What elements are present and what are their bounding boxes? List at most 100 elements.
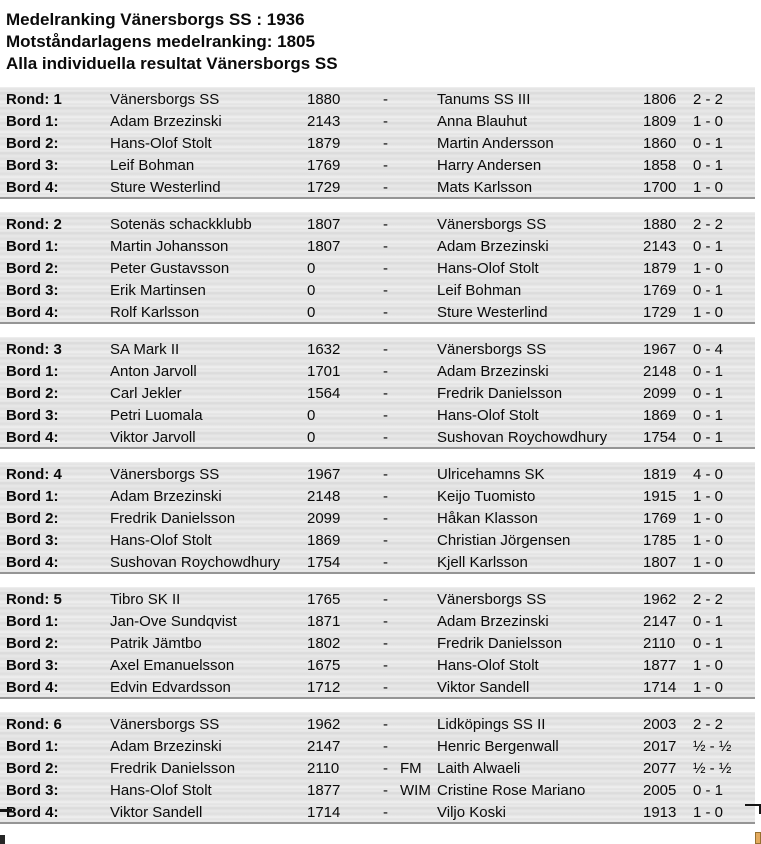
away-team-rating: 1819 [643,466,677,483]
vs-dash: - [383,157,388,174]
white-player-name: Adam Brzezinski [110,738,222,755]
round-block-4: Rond: 4 Vänersborgs SS 1967 - Ulricehamns SK… [0,462,755,574]
black-player-rating: 1809 [643,113,677,130]
vs-dash: - [383,260,388,277]
white-player-name: Hans-Olof Stolt [110,532,212,549]
black-player-name: Cristine Rose Mariano [437,782,586,799]
away-team-name: Vänersborgs SS [437,591,547,608]
black-player-rating: 2147 [643,613,677,630]
white-player-rating: 0 [307,260,316,277]
white-player-name: Sture Westerlind [110,179,221,196]
vs-dash: - [383,657,388,674]
black-player-rating: 1913 [643,804,677,821]
board-result: 0 - 1 [693,635,724,652]
round-block-5: Rond: 5 Tibro SK II 1765 - Vänersborgs SS 196… [0,587,755,699]
vs-dash: - [383,304,388,321]
board-result: 1 - 0 [693,260,724,277]
board-result: 1 - 0 [693,532,724,549]
board-label: Bord 4: [6,179,59,196]
white-player-name: Adam Brzezinski [110,113,222,130]
white-player-name: Viktor Sandell [110,804,203,821]
white-player-rating: 1729 [307,179,341,196]
white-player-rating: 1754 [307,554,341,571]
board-label: Bord 1: [6,488,59,505]
round-block-2: Rond: 2 Sotenäs schackklubb 1807 - Vänersbor… [0,212,755,324]
round-header-row: Rond: 6 Vänersborgs SS 1962 - Lidköpings SS … [0,714,755,736]
board-row: Bord 4: Sture Westerlind 1729 - Mats Karlsso… [0,177,755,199]
away-team-name: Tanums SS III [437,91,531,108]
black-player-name: Keijo Tuomisto [437,488,536,505]
white-player-name: Axel Emanuelsson [110,657,235,674]
rounds-list: Rond: 1 Vänersborgs SS 1880 - Tanums SS III 1… [0,87,761,824]
board-label: Bord 1: [6,238,59,255]
home-team-name: SA Mark II [110,341,180,358]
round-header-row: Rond: 2 Sotenäs schackklubb 1807 - Vänersbor… [0,214,755,236]
home-team-rating: 1632 [307,341,341,358]
away-team-rating: 1967 [643,341,677,358]
board-label: Bord 2: [6,635,59,652]
black-player-name: Sushovan Roychowdhury [437,429,608,446]
black-player-name: Hans-Olof Stolt [437,407,539,424]
selection-corner-artifact [745,804,761,814]
round-label: Rond: 2 [6,216,62,233]
white-player-name: Hans-Olof Stolt [110,782,212,799]
vs-dash: - [383,716,388,733]
black-player-rating: 2005 [643,782,677,799]
away-team-name: Ulricehamns SK [437,466,545,483]
vs-dash: - [383,135,388,152]
match-score: 4 - 0 [693,466,724,483]
vs-dash: - [383,282,388,299]
black-player-rating: 1714 [643,679,677,696]
vs-dash: - [383,488,388,505]
white-player-name: Carl Jekler [110,385,182,402]
board-result: 1 - 0 [693,488,724,505]
white-player-name: Adam Brzezinski [110,488,222,505]
vs-dash: - [383,238,388,255]
board-row: Bord 4: Viktor Jarvoll 0 - Sushovan Roychowd… [0,427,755,449]
home-team-rating: 1880 [307,91,341,108]
home-team-rating: 1765 [307,591,341,608]
black-player-rating: 1754 [643,429,677,446]
black-player-name: Hans-Olof Stolt [437,657,539,674]
vs-dash: - [383,510,388,527]
black-player-name: Anna Blauhut [437,113,528,130]
white-player-rating: 2110 [307,760,340,777]
white-player-name: Petri Luomala [110,407,203,424]
black-player-name: Harry Andersen [437,157,542,174]
vs-dash: - [383,113,388,130]
board-label: Bord 1: [6,113,59,130]
black-player-rating: 1729 [643,304,677,321]
board-result: 0 - 1 [693,363,724,380]
black-player-name: Henric Bergenwall [437,738,559,755]
black-player-name: Fredrik Danielsson [437,635,563,652]
round-header-row: Rond: 4 Vänersborgs SS 1967 - Ulricehamns SK… [0,464,755,486]
away-team-name: Vänersborgs SS [437,341,547,358]
vs-dash: - [383,429,388,446]
vs-dash: - [383,760,388,777]
round-block-3: Rond: 3 SA Mark II 1632 - Vänersborgs SS 1967… [0,337,755,449]
board-label: Bord 2: [6,260,59,277]
home-team-name: Sotenäs schackklubb [110,216,252,233]
board-result: 0 - 1 [693,282,724,299]
vs-dash: - [383,613,388,630]
board-result: 1 - 0 [693,510,724,527]
away-team-rating: 1880 [643,216,677,233]
edge-tick-artifact [0,809,12,812]
away-team-name: Lidköpings SS II [437,716,546,733]
board-result: 0 - 1 [693,407,724,424]
round-label: Rond: 5 [6,591,62,608]
board-label: Bord 4: [6,679,59,696]
board-row: Bord 1: Jan-Ove Sundqvist 1871 - Adam Brzezi… [0,611,755,633]
vs-dash: - [383,738,388,755]
opponents-avg-ranking-line: Motståndarlagens medelranking: 1805 [6,32,315,51]
vs-dash: - [383,91,388,108]
board-label: Bord 3: [6,532,59,549]
white-player-name: Viktor Jarvoll [110,429,196,446]
home-team-rating: 1807 [307,216,341,233]
black-player-name: Viljo Koski [437,804,506,821]
board-row: Bord 1: Anton Jarvoll 1701 - Adam Brzezinski… [0,361,755,383]
vs-dash: - [383,554,388,571]
board-row: Bord 2: Peter Gustavsson 0 - Hans-Olof Stolt… [0,258,755,280]
white-player-rating: 1701 [307,363,341,380]
home-team-name: Vänersborgs SS [110,466,220,483]
